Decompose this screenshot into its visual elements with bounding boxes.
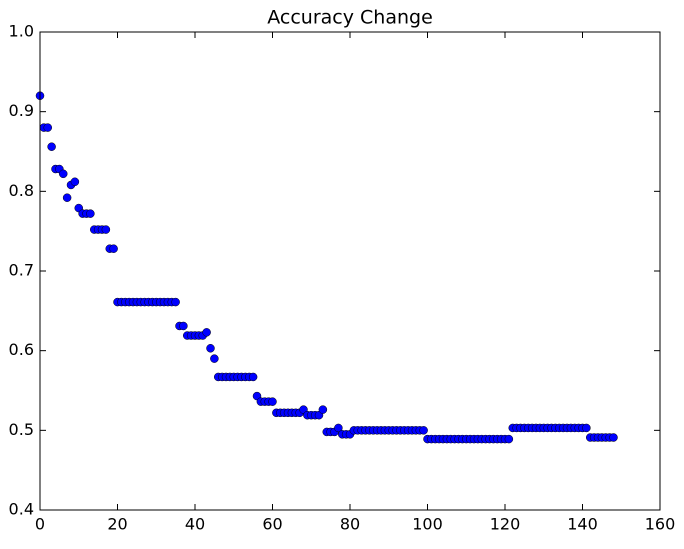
point — [268, 397, 277, 406]
x-tick-label: 120 — [490, 515, 521, 534]
point — [504, 434, 514, 444]
point — [334, 423, 343, 433]
point — [86, 209, 95, 218]
point — [59, 169, 68, 179]
y-tick-label: 1.0 — [9, 22, 34, 41]
point — [43, 123, 52, 132]
point — [101, 225, 111, 234]
x-tick-label: 140 — [567, 515, 598, 534]
point — [47, 142, 56, 151]
y-tick-label: 0.5 — [9, 420, 34, 439]
point — [582, 423, 591, 433]
y-tick-label: 0.6 — [9, 340, 34, 359]
x-tick-label: 80 — [340, 515, 360, 534]
y-tick-label: 0.7 — [9, 261, 34, 280]
point — [206, 344, 215, 353]
point — [62, 193, 72, 202]
x-tick-label: 160 — [645, 515, 676, 534]
x-tick-label: 100 — [412, 515, 443, 534]
point — [609, 433, 618, 442]
y-tick-label: 0.9 — [9, 101, 34, 120]
point — [419, 426, 428, 435]
x-tick-label: 20 — [107, 515, 127, 534]
y-tick-label: 0.8 — [9, 181, 34, 200]
point — [109, 244, 118, 253]
x-tick-label: 60 — [262, 515, 282, 534]
point — [210, 354, 219, 363]
point — [248, 372, 258, 382]
chart-title: Accuracy Change — [267, 7, 433, 29]
x-tick-label: 0 — [35, 515, 45, 534]
point — [179, 321, 188, 331]
plot-frame — [39, 31, 661, 511]
point — [318, 405, 328, 414]
x-tick-label: 40 — [185, 515, 205, 534]
point — [70, 177, 80, 187]
y-tick-label: 0.4 — [9, 500, 34, 519]
point — [171, 297, 180, 307]
point — [202, 328, 211, 337]
